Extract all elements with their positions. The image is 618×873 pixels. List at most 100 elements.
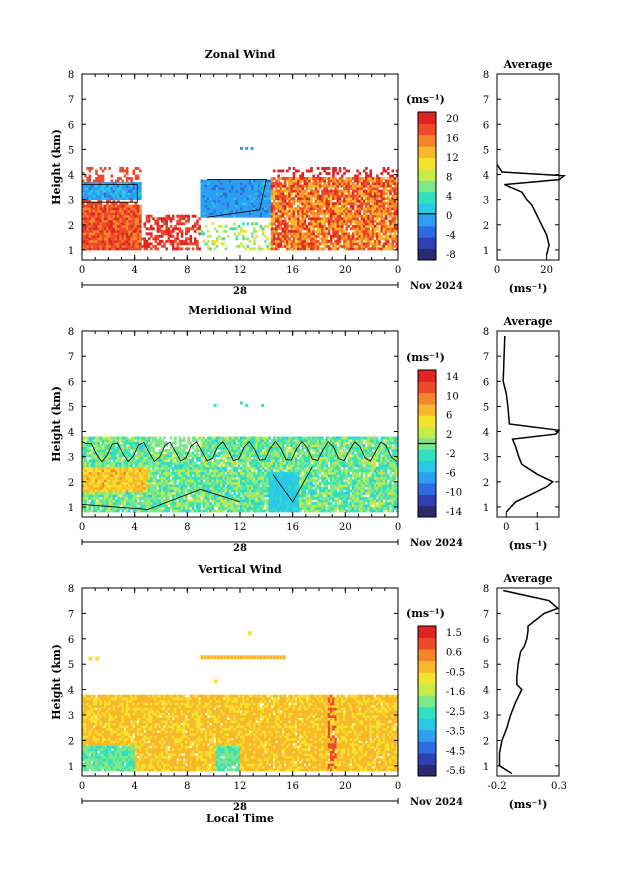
heatmap-cell [103,506,107,510]
heatmap-cell [174,464,177,468]
heatmap-cell [369,214,373,218]
heatmap-cell [224,209,228,213]
heatmap-cell [139,489,142,493]
heatmap-cell [393,192,397,196]
heatmap-cell [108,489,111,493]
heatmap-cell [297,199,300,203]
heatmap-cell [121,207,125,211]
heatmap-cell [123,449,127,453]
heatmap-cell [270,192,274,196]
heatmap-cell [90,489,94,493]
heatmap-cell [338,209,342,213]
heatmap-cell [395,197,399,201]
heatmap-cell [141,451,144,455]
heatmap-cell [158,459,162,463]
heatmap-cell [82,486,85,490]
heatmap-cell [360,232,364,236]
heatmap-cell [281,169,285,173]
heatmap-cell [200,446,204,450]
heatmap-cell [117,499,120,503]
heatmap-cell [141,461,144,465]
heatmap-cell [347,187,351,191]
heatmap-cell [114,436,118,440]
heatmap-cell [101,481,105,485]
heatmap-cell [360,239,364,243]
heatmap-cell [114,469,118,473]
heatmap-cell [312,204,316,208]
heatmap-cell [97,469,100,473]
heatmap-cell [356,179,359,183]
heatmap-cell [389,212,392,216]
heatmap-cell [384,229,388,233]
heatmap-cell [103,499,107,503]
heatmap-cell [244,199,247,203]
heatmap-cell [88,177,92,180]
heatmap-cell [312,184,316,188]
heatmap-cell [202,471,206,475]
heatmap-cell [250,146,254,150]
heatmap-cell [244,207,247,211]
heatmap-cell [334,239,337,243]
heatmap-cell [101,187,105,191]
heatmap-cell [139,496,142,500]
heatmap-cell [380,192,384,196]
heatmap-cell [343,229,346,233]
heatmap-cell [310,194,313,198]
heatmap-cell [103,459,107,463]
heatmap-cell [152,484,155,488]
heatmap-cell [95,179,98,183]
heatmap-cell [389,192,392,196]
heatmap-cell [395,234,399,238]
heatmap-cell [125,229,129,233]
heatmap-cell [136,449,140,453]
heatmap-cell [351,184,355,188]
heatmap-cell [189,476,193,480]
heatmap-cell [297,227,300,231]
heatmap-cell [343,192,346,196]
heatmap-cell [95,496,98,500]
heatmap-cell [136,244,140,248]
heatmap-cell [121,489,125,493]
heatmap-cell [154,454,158,458]
heatmap-cell [125,474,129,478]
heatmap-cell [305,244,309,248]
heatmap-cell [90,209,94,213]
heatmap-cell [156,217,160,221]
heatmap-cell [240,194,243,198]
heatmap-cell [202,466,206,470]
heatmap-cell [297,177,300,180]
heatmap-cell [136,459,140,463]
heatmap-cell [182,491,186,495]
heatmap-cell [292,167,296,170]
heatmap-cell [358,179,362,183]
heatmap-cell [261,182,265,185]
heatmap-cell [139,229,142,233]
heatmap-cell [319,209,322,213]
heatmap-cell [97,232,100,236]
heatmap-cell [334,229,337,233]
heatmap-cell [389,197,392,201]
heatmap-cell [270,202,274,206]
heatmap-cell [200,184,204,188]
heatmap-cell [125,479,129,483]
heatmap-cell [272,217,276,221]
heatmap-cell [198,504,201,508]
heatmap-cell [130,479,133,483]
heatmap-cell [207,247,210,251]
heatmap-cell [200,454,204,458]
heatmap-cell [277,182,280,185]
heatmap-cell [316,234,320,238]
heatmap-cell [88,454,92,458]
heatmap-cell [95,244,98,248]
heatmap-cell [391,194,395,198]
heatmap-cell [362,227,366,231]
heatmap-cell [147,491,151,495]
heatmap-cell [270,234,274,238]
heatmap-cell [292,197,296,201]
heatmap-cell [384,169,388,173]
heatmap-cell [92,234,96,238]
heatmap-cell [176,489,179,493]
heatmap-cell [380,177,384,180]
heatmap-cell [161,469,164,473]
heatmap-cell [185,446,188,450]
